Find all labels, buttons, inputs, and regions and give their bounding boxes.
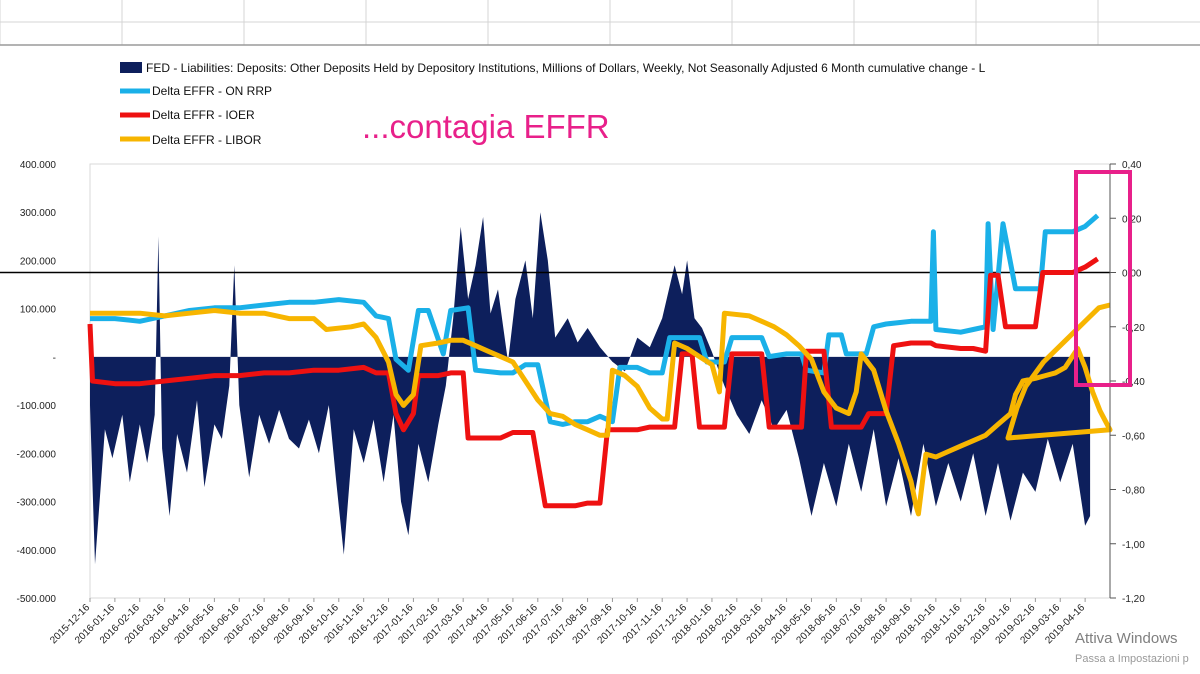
left-tick-label: 100.000 (20, 305, 57, 316)
right-tick-label: -0,80 (1122, 486, 1145, 497)
legend-label-deposits: FED - Liabilities: Deposits: Other Depos… (146, 61, 986, 75)
right-tick-label: -0,60 (1122, 431, 1145, 442)
right-tick-label: -0,20 (1122, 323, 1145, 334)
series-deposits-area (90, 212, 1091, 565)
sheet-grid (0, 0, 1200, 46)
x-axis: 2015-12-162016-01-162016-02-162016-03-16… (48, 598, 1088, 646)
right-tick-label: -1,00 (1122, 540, 1145, 551)
left-tick-label: 400.000 (20, 160, 57, 171)
left-tick-label: - (53, 353, 56, 364)
legend: FED - Liabilities: Deposits: Other Depos… (120, 61, 986, 147)
series-libor-line (90, 302, 1113, 517)
legend-swatch-deposits (120, 62, 142, 73)
legend-label-libor: Delta EFFR - LIBOR (152, 133, 262, 147)
left-tick-label: -400.000 (17, 546, 57, 557)
legend-label-onrrp: Delta EFFR - ON RRP (152, 84, 272, 98)
plot (0, 212, 1113, 565)
right-tick-label: 0,40 (1122, 160, 1142, 171)
right-tick-label: -1,20 (1122, 594, 1145, 605)
annotation-contagia: ...contagia EFFR (362, 108, 610, 145)
left-axis: 400.000 300.000 200.000 100.000 - -100.000 -20… (17, 160, 57, 605)
left-tick-label: -300.000 (17, 498, 57, 509)
series-ioer-line (87, 256, 1099, 509)
legend-label-ioer: Delta EFFR - IOER (152, 108, 255, 122)
watermark-title: Attiva Windows (1075, 630, 1178, 647)
left-tick-label: 300.000 (20, 208, 57, 219)
watermark-subtitle: Passa a Impostazioni p (1075, 653, 1189, 665)
left-tick-label: 200.000 (20, 256, 57, 267)
highlight-box (1074, 170, 1132, 387)
series-onrrp-line (90, 213, 1100, 427)
right-tick-label: -0,40 (1122, 377, 1145, 388)
right-axis: 0,400,200,00-0,20-0,40-0,60-0,80-1,00-1,… (1109, 160, 1145, 605)
left-tick-label: -200.000 (17, 449, 57, 460)
left-tick-label: -100.000 (17, 401, 57, 412)
left-tick-label: -500.000 (17, 594, 57, 605)
